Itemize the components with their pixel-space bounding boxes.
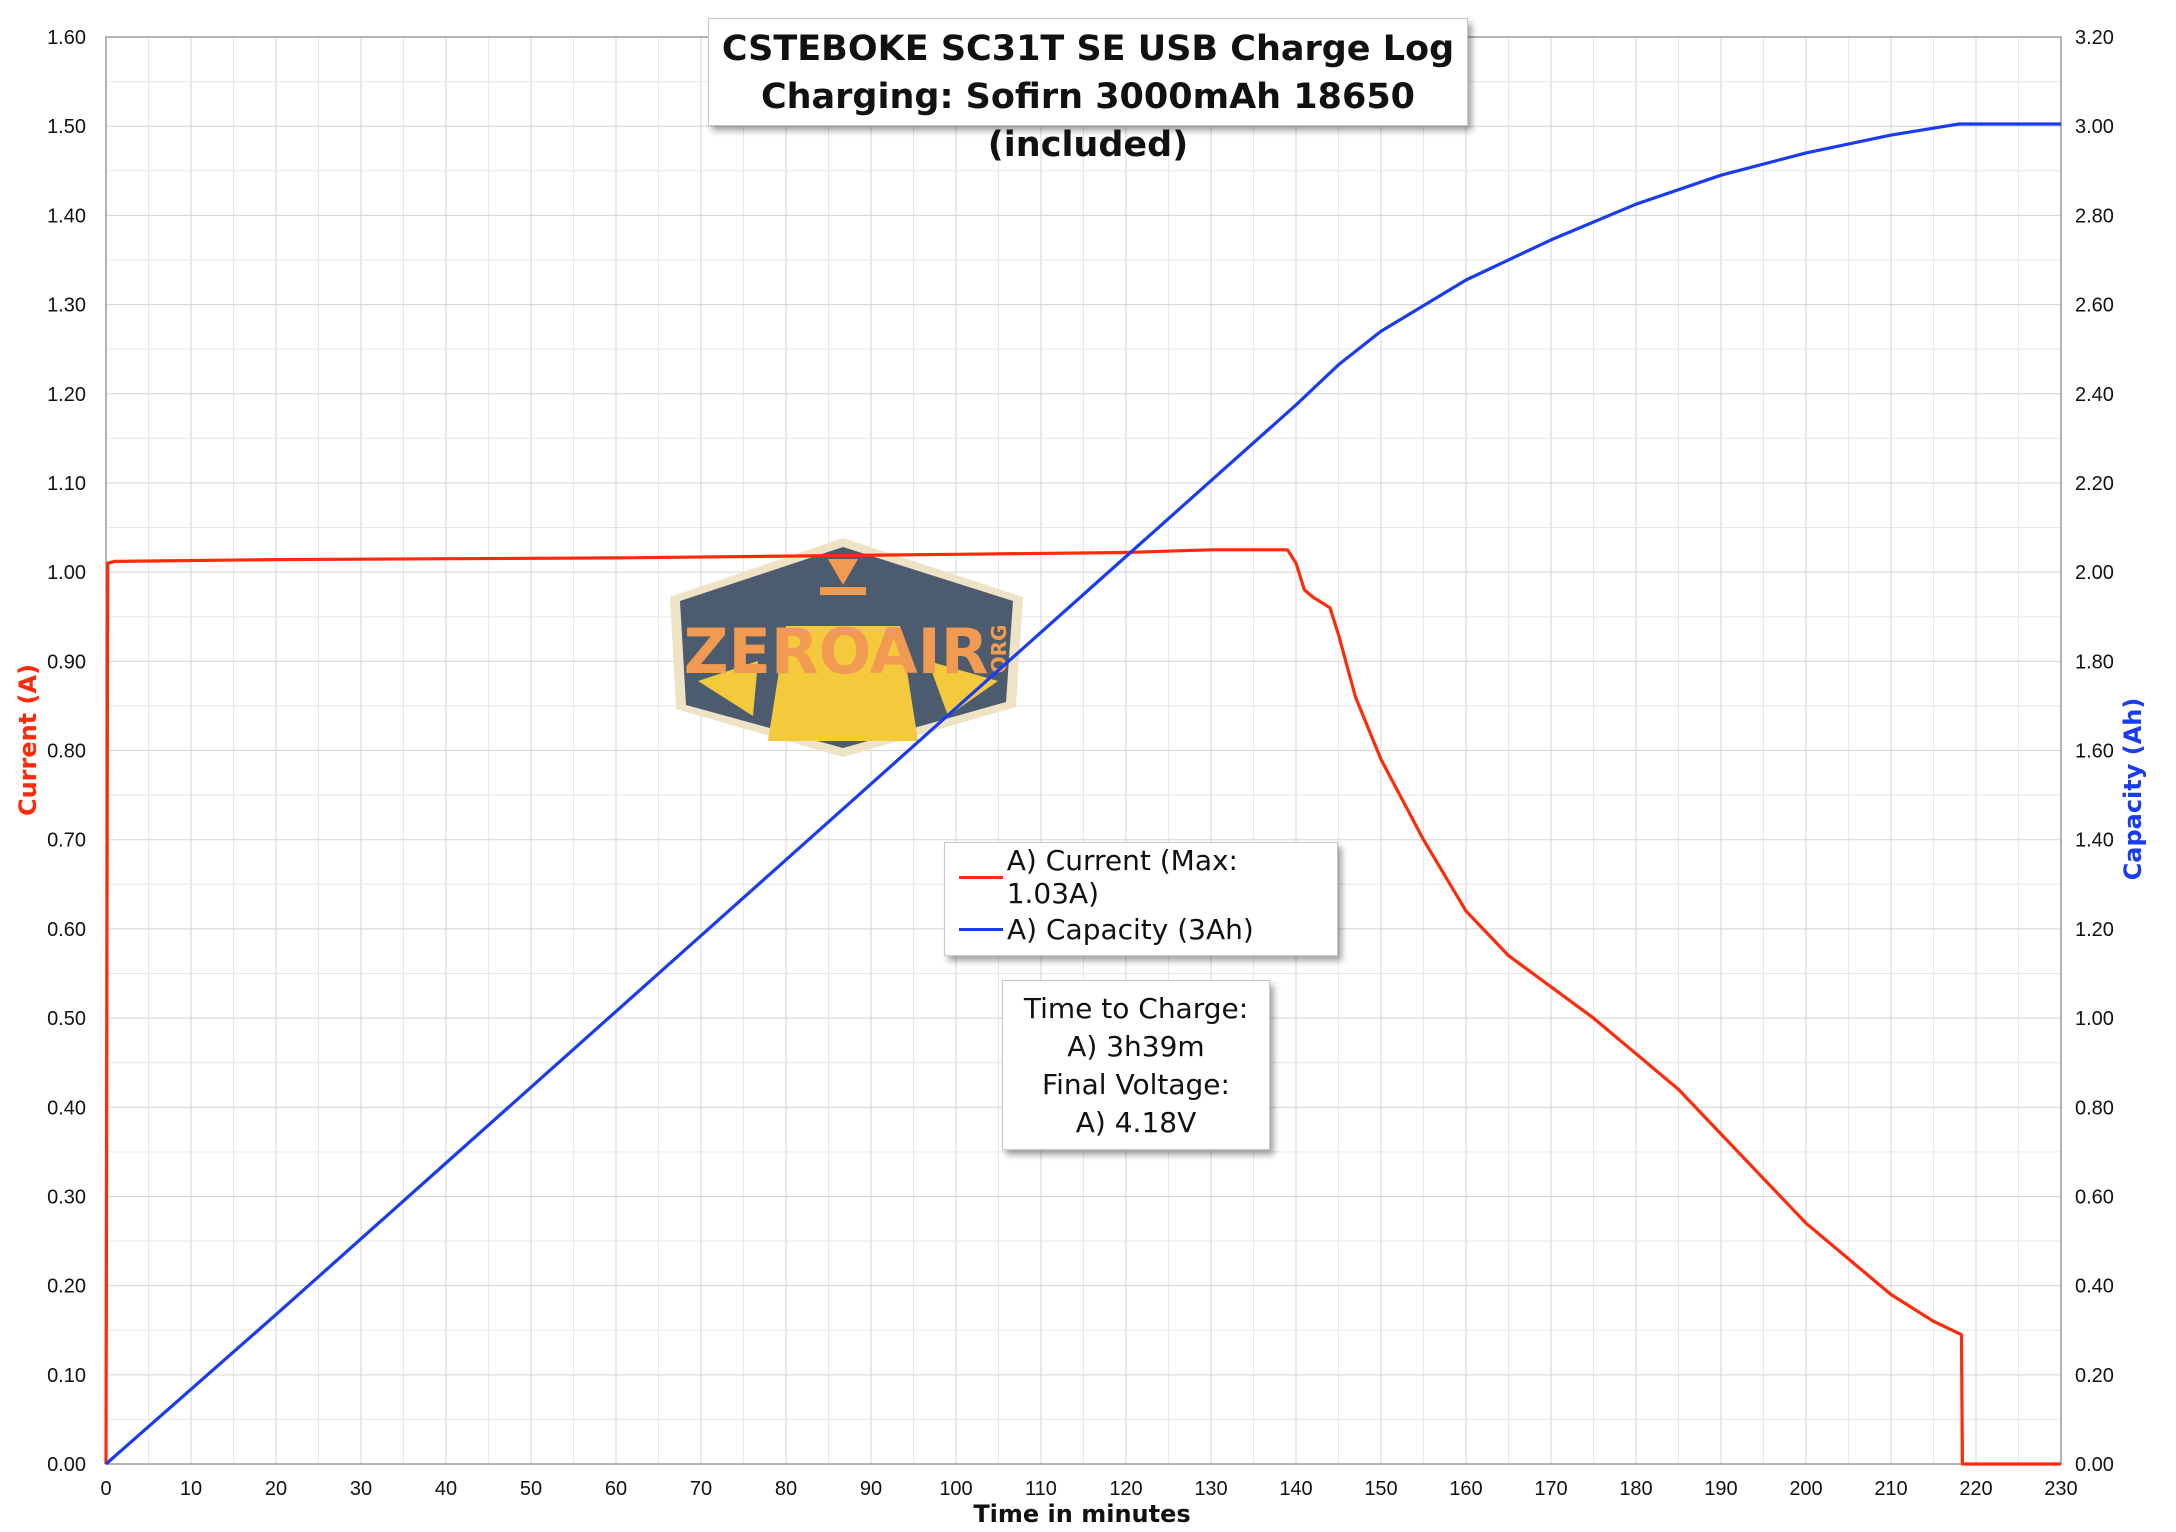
x-tick-label: 40: [435, 1478, 457, 1500]
y-left-tick-label: 0.80: [47, 741, 86, 763]
y-left-tick-label: 0.20: [47, 1276, 86, 1298]
y-right-tick-label: 2.40: [2075, 384, 2114, 406]
y-left-tick-label: 1.30: [47, 295, 86, 317]
y-right-tick-label: 1.00: [2075, 1008, 2114, 1030]
x-tick-label: 60: [605, 1478, 627, 1500]
watermark-sub: ORG: [987, 625, 1011, 674]
legend-swatch-capacity: [959, 927, 1003, 931]
y-left-tick-label: 1.00: [47, 562, 86, 584]
y-left-tick-label: 0.40: [47, 1097, 86, 1119]
y-right-tick-label: 1.60: [2075, 741, 2114, 763]
y-left-tick-label: 1.20: [47, 384, 86, 406]
chart-title-line1: CSTEBOKE SC31T SE USB Charge Log: [721, 29, 1455, 69]
x-tick-label: 210: [1874, 1478, 1907, 1500]
legend-item-current: A) Current (Max: 1.03A): [959, 844, 1337, 910]
x-tick-label: 150: [1364, 1478, 1397, 1500]
note-voltage-value: A) 4.18V: [1075, 1106, 1197, 1139]
x-tick-labels: 0 10 20 30 40 50 60 70 80 90 100 110 120 130 140 150 160…: [100, 1478, 2077, 1500]
y-right-tick-label: 2.00: [2075, 562, 2114, 584]
legend: A) Current (Max: 1.03A) A) Capacity (3Ah…: [944, 842, 1338, 956]
x-tick-label: 220: [1959, 1478, 1992, 1500]
x-tick-label: 80: [775, 1478, 797, 1500]
x-tick-label: 120: [1109, 1478, 1142, 1500]
y-left-tick-label: 0.70: [47, 830, 86, 852]
y-left-tick-label: 0.50: [47, 1008, 86, 1030]
capacity-series-line: [104, 122, 2061, 1466]
current-series-line: [104, 548, 2061, 1466]
x-tick-label: 230: [2044, 1478, 2077, 1500]
x-tick-label: 20: [265, 1478, 287, 1500]
y-right-tick-label: 1.40: [2075, 830, 2114, 852]
x-tick-label: 10: [180, 1478, 202, 1500]
x-tick-label: 160: [1449, 1478, 1482, 1500]
x-tick-label: 100: [939, 1478, 972, 1500]
y-right-tick-label: 3.20: [2075, 27, 2114, 49]
watermark-text: ZEROAIR: [684, 615, 989, 688]
x-tick-label: 30: [350, 1478, 372, 1500]
y-right-tick-label: 0.40: [2075, 1276, 2114, 1298]
note-time-label: Time to Charge:: [1023, 992, 1249, 1025]
x-tick-label: 180: [1619, 1478, 1652, 1500]
y-right-tick-label: 2.20: [2075, 473, 2114, 495]
x-tick-label: 190: [1704, 1478, 1737, 1500]
x-tick-label: 110: [1025, 1478, 1057, 1500]
y-right-tick-label: 3.00: [2075, 116, 2114, 138]
y-right-tick-label: 1.20: [2075, 919, 2114, 941]
legend-label-current: A) Current (Max: 1.03A): [1006, 844, 1238, 910]
y-left-tick-label: 0.00: [47, 1454, 86, 1476]
y-right-axis-title: Capacity (Ah): [2119, 698, 2147, 881]
y-left-tick-label: 1.40: [47, 205, 86, 227]
chart-title-box: CSTEBOKE SC31T SE USB Charge Log Chargin…: [708, 18, 1468, 165]
legend-label-capacity: A) Capacity (3Ah): [1007, 912, 1254, 946]
grid-lines: [105, 36, 2062, 1465]
y-left-tick-label: 1.50: [47, 116, 86, 138]
x-tick-label: 170: [1534, 1478, 1567, 1500]
charge-info-box: Time to Charge: A) 3h39m Final Voltage: …: [1002, 980, 1270, 1150]
note-time-value: A) 3h39m: [1067, 1030, 1205, 1063]
y-right-tick-label: 2.60: [2075, 295, 2114, 317]
x-tick-label: 130: [1194, 1478, 1227, 1500]
x-tick-label: 50: [520, 1478, 542, 1500]
note-voltage-label: Final Voltage:: [1042, 1068, 1230, 1101]
plane-icon: [828, 559, 858, 585]
zeroair-watermark: ZEROAIR ORG: [670, 538, 1023, 757]
y-right-tick-label: 1.80: [2075, 651, 2114, 673]
x-tick-label: 0: [100, 1478, 111, 1500]
y-right-tick-label: 0.60: [2075, 1186, 2114, 1208]
y-left-tick-label: 1.10: [47, 473, 86, 495]
x-tick-label: 140: [1279, 1478, 1312, 1500]
y-left-tick-label: 0.90: [47, 651, 86, 673]
x-tick-label: 200: [1789, 1478, 1822, 1500]
y-right-tick-label: 2.80: [2075, 205, 2114, 227]
legend-swatch-current: [959, 875, 1003, 879]
y-left-tick-label: 0.60: [47, 919, 86, 941]
x-tick-label: 90: [860, 1478, 882, 1500]
y-left-tick-label: 0.30: [47, 1186, 86, 1208]
y-left-tick-labels: 0.00 0.10 0.20 0.30 0.40 0.50 0.60 0.70 0.80 0.90…: [47, 27, 86, 1476]
y-right-tick-label: 0.80: [2075, 1097, 2114, 1119]
x-axis-title: Time in minutes: [973, 1500, 1190, 1528]
y-left-axis-title: Current (A): [14, 664, 42, 816]
x-tick-label: 70: [690, 1478, 712, 1500]
y-right-tick-label: 0.00: [2075, 1454, 2114, 1476]
legend-item-capacity: A) Capacity (3Ah): [959, 909, 1254, 949]
y-right-tick-labels: 0.00 0.20 0.40 0.60 0.80 1.00 1.20 1.40 1.60 1.80…: [2075, 27, 2114, 1476]
y-left-tick-label: 1.60: [47, 27, 86, 49]
chart-title-line2: Charging: Sofirn 3000mAh 18650 (included…: [760, 77, 1416, 165]
y-right-tick-label: 0.20: [2075, 1365, 2114, 1387]
y-left-tick-label: 0.10: [47, 1365, 86, 1387]
